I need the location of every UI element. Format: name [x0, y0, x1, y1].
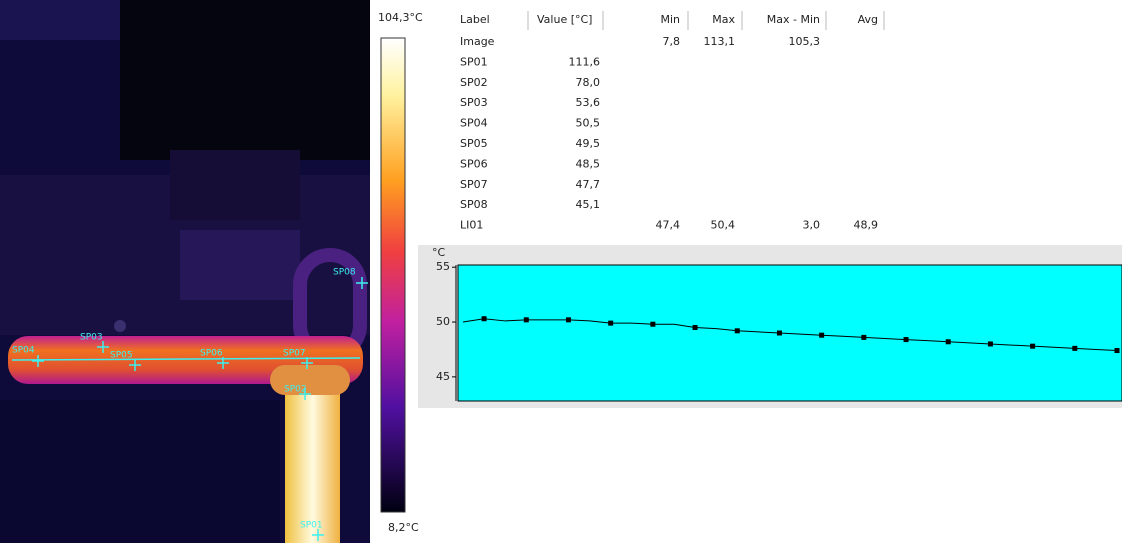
table-cell: 48,9 — [854, 219, 879, 232]
point-marker — [608, 321, 613, 326]
table-cell: Image — [460, 35, 495, 48]
point-marker — [693, 325, 698, 330]
point-marker — [482, 316, 487, 321]
table-cell: SP03 — [460, 96, 488, 109]
point-marker — [904, 337, 909, 342]
y-tick-label: 50 — [436, 315, 450, 328]
table-header: Max - Min — [767, 13, 820, 26]
table-header: Min — [660, 13, 680, 26]
table-cell: 78,0 — [576, 76, 601, 89]
table-cell: SP02 — [460, 76, 488, 89]
y-axis-label: °C — [432, 246, 446, 259]
y-tick-label: 45 — [436, 370, 450, 383]
table-cell: 48,5 — [576, 157, 601, 170]
table-cell: 111,6 — [569, 55, 601, 68]
y-tick-label: 55 — [436, 260, 450, 273]
spot-label: SP06 — [200, 349, 223, 359]
table-cell: 3,0 — [803, 219, 821, 232]
palette-bar — [381, 38, 405, 512]
point-marker — [861, 335, 866, 340]
plot-area — [458, 265, 1122, 401]
point-marker — [946, 339, 951, 344]
point-marker — [735, 328, 740, 333]
table-cell: SP05 — [460, 137, 488, 150]
table-header: Avg — [858, 13, 878, 26]
point-marker — [650, 322, 655, 327]
table-header: Max — [712, 13, 735, 26]
scale-min: 8,2°C — [388, 521, 419, 534]
table-cell: SP07 — [460, 178, 488, 191]
table-header: Value [°C] — [537, 13, 592, 26]
point-marker — [1030, 344, 1035, 349]
spot-label: SP08 — [333, 268, 356, 278]
spot-label: SP02 — [284, 385, 307, 395]
spot-label: SP04 — [12, 346, 35, 356]
point-marker — [777, 331, 782, 336]
spot-label: SP03 — [80, 333, 103, 343]
screen: 104,3°C 8,2°C SP01 SP02 SP03 SP04 SP05 SP06 SP… — [0, 0, 1122, 543]
point-marker — [1072, 346, 1077, 351]
table-cell: 50,5 — [576, 117, 601, 130]
table-cell: 7,8 — [663, 35, 681, 48]
table-cell: SP06 — [460, 157, 488, 170]
table-cell: 53,6 — [576, 96, 601, 109]
page: 104,3°C 8,2°C SP01 SP02 SP03 SP04 SP05 SP06 SP… — [0, 0, 1122, 543]
point-marker — [988, 341, 993, 346]
table-cell: 45,1 — [576, 198, 601, 211]
point-marker — [566, 317, 571, 322]
table-cell: 50,4 — [711, 219, 736, 232]
scale-max: 104,3°C — [378, 11, 423, 24]
point-marker — [524, 317, 529, 322]
table-cell: 113,1 — [704, 35, 736, 48]
table-header: Label — [460, 13, 490, 26]
point-marker — [819, 333, 824, 338]
table-cell: SP01 — [460, 55, 488, 68]
spot-label: SP01 — [300, 521, 323, 531]
table-cell: SP08 — [460, 198, 488, 211]
table-cell: 105,3 — [789, 35, 821, 48]
spot-label: SP05 — [110, 351, 133, 361]
spot-label: SP07 — [283, 349, 306, 359]
table-cell: SP04 — [460, 117, 488, 130]
point-marker — [1115, 348, 1120, 353]
table-cell: 47,7 — [576, 178, 601, 191]
table-cell: 47,4 — [656, 219, 681, 232]
thermal-image — [0, 0, 370, 543]
table-cell: 49,5 — [576, 137, 601, 150]
table-cell: LI01 — [460, 219, 483, 232]
